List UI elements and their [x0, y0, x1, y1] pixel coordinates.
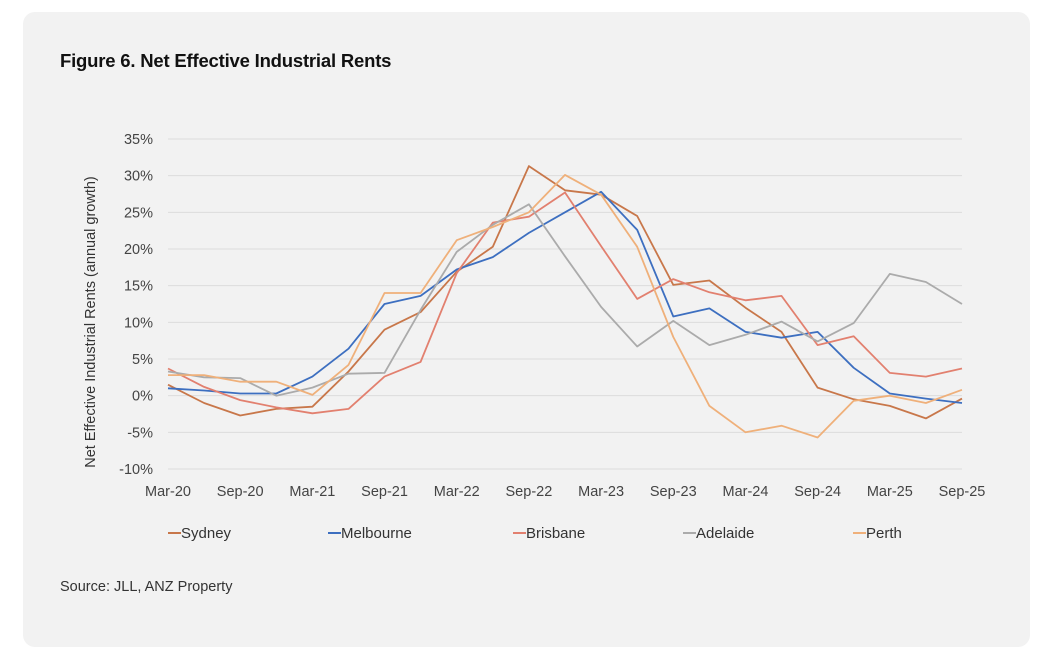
x-tick-label: Mar-22 [434, 484, 480, 500]
y-tick-label: 20% [124, 242, 153, 258]
x-tick-label: Sep-22 [506, 484, 553, 500]
legend-label: Sydney [181, 525, 232, 542]
y-tick-label: 10% [124, 315, 153, 331]
x-tick-label: Mar-25 [867, 484, 913, 500]
series-line-brisbane [167, 191, 963, 415]
legend-label: Perth [866, 525, 902, 542]
x-tick-label: Sep-25 [939, 484, 986, 500]
gridlines [168, 138, 962, 470]
legend-label: Melbourne [341, 525, 412, 542]
y-tick-label: -5% [127, 425, 153, 441]
legend-item-sydney: Sydney [168, 525, 232, 542]
series-line-perth [168, 173, 963, 439]
y-tick-label: 0% [132, 389, 153, 405]
y-tick-label: 5% [132, 352, 153, 368]
legend-label: Brisbane [526, 525, 585, 542]
figure-title: Figure 6. Net Effective Industrial Rents [60, 50, 392, 71]
y-tick-label: 30% [124, 169, 153, 185]
x-tick-label: Mar-20 [145, 484, 191, 500]
series-line-adelaide [167, 203, 963, 397]
source-note: Source: JLL, ANZ Property [60, 579, 233, 595]
x-tick-label: Mar-24 [722, 484, 768, 500]
figure-card [23, 12, 1030, 647]
x-axis-ticks: Mar-20 Sep-20 Mar-21 Sep-21 Mar-22 Sep-22 Mar-… [145, 484, 985, 500]
x-tick-label: Sep-24 [794, 484, 841, 500]
x-tick-label: Sep-21 [361, 484, 408, 500]
x-tick-label: Sep-23 [650, 484, 697, 500]
series-line-sydney [167, 165, 963, 420]
y-axis-ticks: 35% 30% 25% 20% 15% 10% 5% 0% -5% -10% [119, 132, 153, 478]
legend: Sydney Melbourne Brisbane Adelaide Perth [168, 525, 902, 542]
legend-item-perth: Perth [853, 525, 902, 542]
y-tick-label: 15% [124, 279, 153, 295]
x-tick-label: Sep-20 [217, 484, 264, 500]
series-lines [167, 165, 963, 439]
y-tick-label: -10% [119, 462, 153, 478]
legend-item-brisbane: Brisbane [513, 525, 585, 542]
legend-item-melbourne: Melbourne [328, 525, 412, 542]
x-tick-label: Mar-23 [578, 484, 624, 500]
series-line-melbourne [167, 190, 963, 404]
legend-item-adelaide: Adelaide [683, 525, 754, 542]
x-tick-label: Mar-21 [289, 484, 335, 500]
y-axis-label: Net Effective Industrial Rents (annual g… [83, 176, 99, 468]
legend-label: Adelaide [696, 525, 754, 542]
y-tick-label: 35% [124, 132, 153, 148]
y-tick-label: 25% [124, 205, 153, 221]
